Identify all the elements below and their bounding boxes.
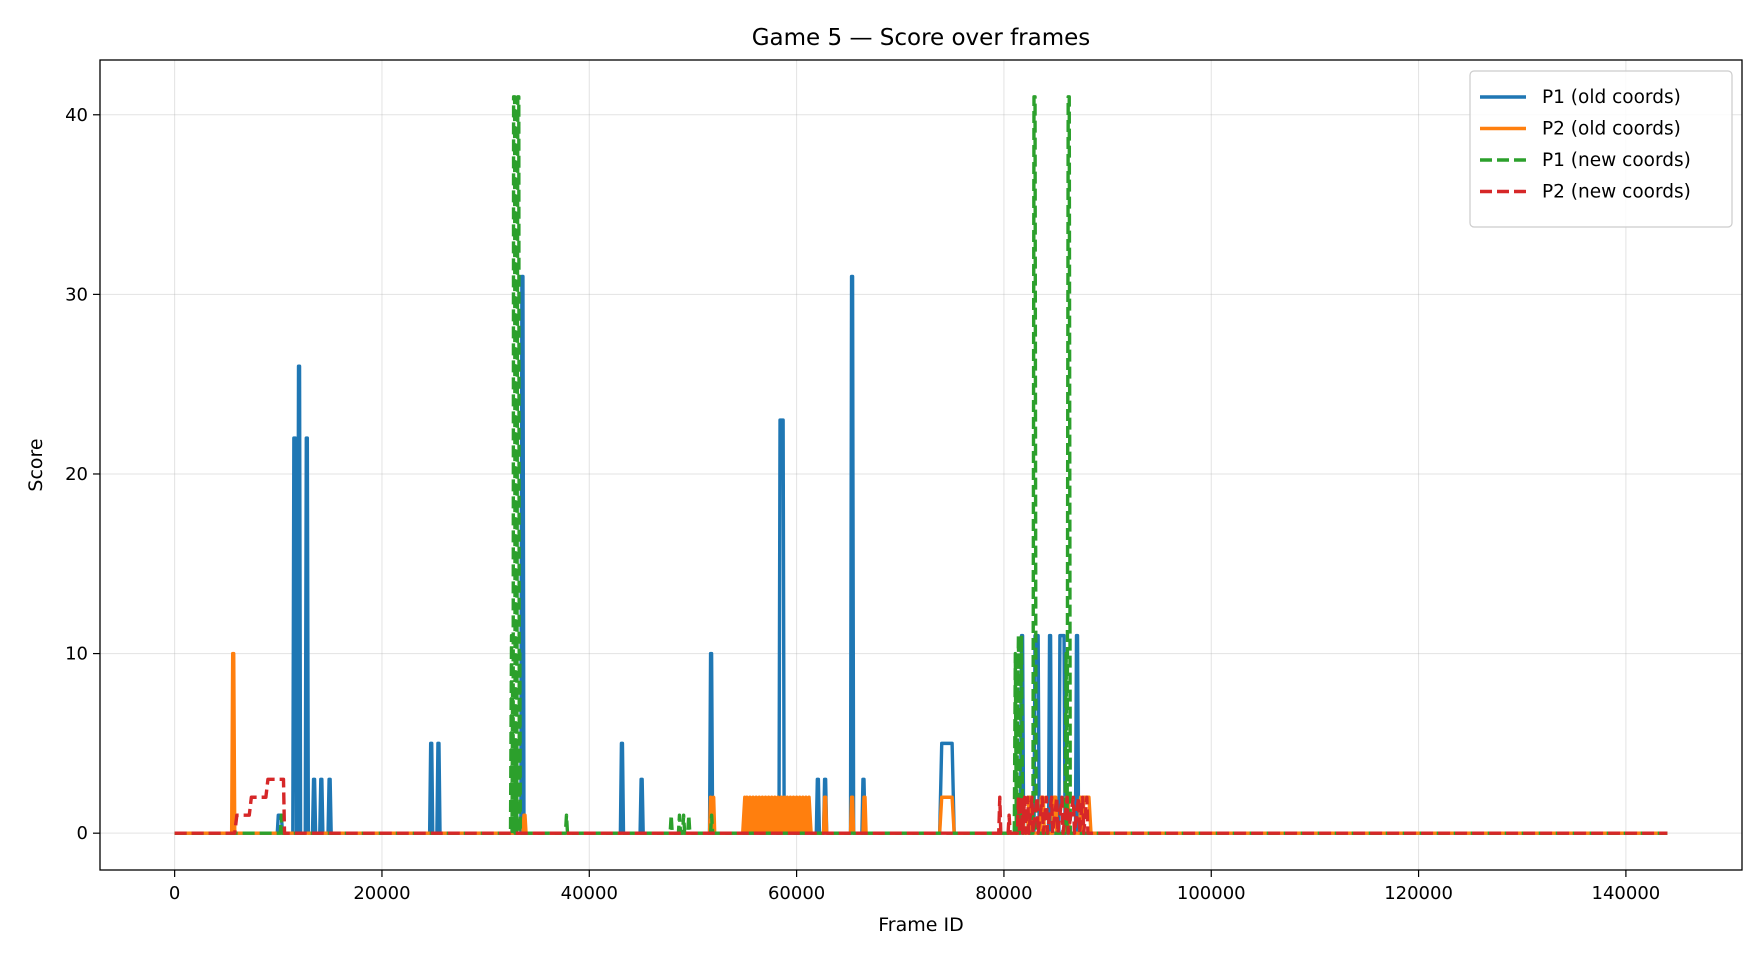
x-tick-label: 120000: [1384, 883, 1453, 904]
legend-label: P2 (old coords): [1542, 119, 1681, 140]
legend-label: P1 (new coords): [1542, 150, 1691, 171]
x-axis-label: Frame ID: [878, 914, 963, 936]
x-tick-label: 60000: [768, 883, 825, 904]
axis-ticks: 0 20000 40000 60000 80000 100000 120000 140000 0…: [65, 105, 1660, 904]
x-tick-label: 100000: [1177, 883, 1246, 904]
chart-title: Game 5 — Score over frames: [752, 25, 1091, 51]
legend: P1 (old coords) P2 (old coords) P1 (new co…: [1469, 70, 1733, 228]
plot-frame: [99, 59, 1743, 871]
y-tick-label: 10: [65, 644, 88, 665]
y-tick-label: 0: [77, 823, 88, 844]
plot-lines: [174, 95, 1668, 835]
x-tick-label: 140000: [1592, 883, 1661, 904]
x-tick-label: 0: [169, 883, 180, 904]
y-tick-label: 30: [65, 284, 88, 305]
y-tick-label: 20: [65, 464, 88, 485]
series-line-4: [174, 777, 1668, 835]
legend-label: P2 (new coords): [1542, 182, 1691, 203]
x-tick-label: 40000: [561, 883, 618, 904]
x-tick-label: 20000: [353, 883, 410, 904]
y-tick-label: 40: [65, 105, 88, 126]
legend-label: P1 (old coords): [1542, 87, 1681, 108]
x-tick-label: 80000: [975, 883, 1032, 904]
y-axis-label: Score: [25, 438, 47, 491]
legend-box: [1469, 70, 1733, 228]
